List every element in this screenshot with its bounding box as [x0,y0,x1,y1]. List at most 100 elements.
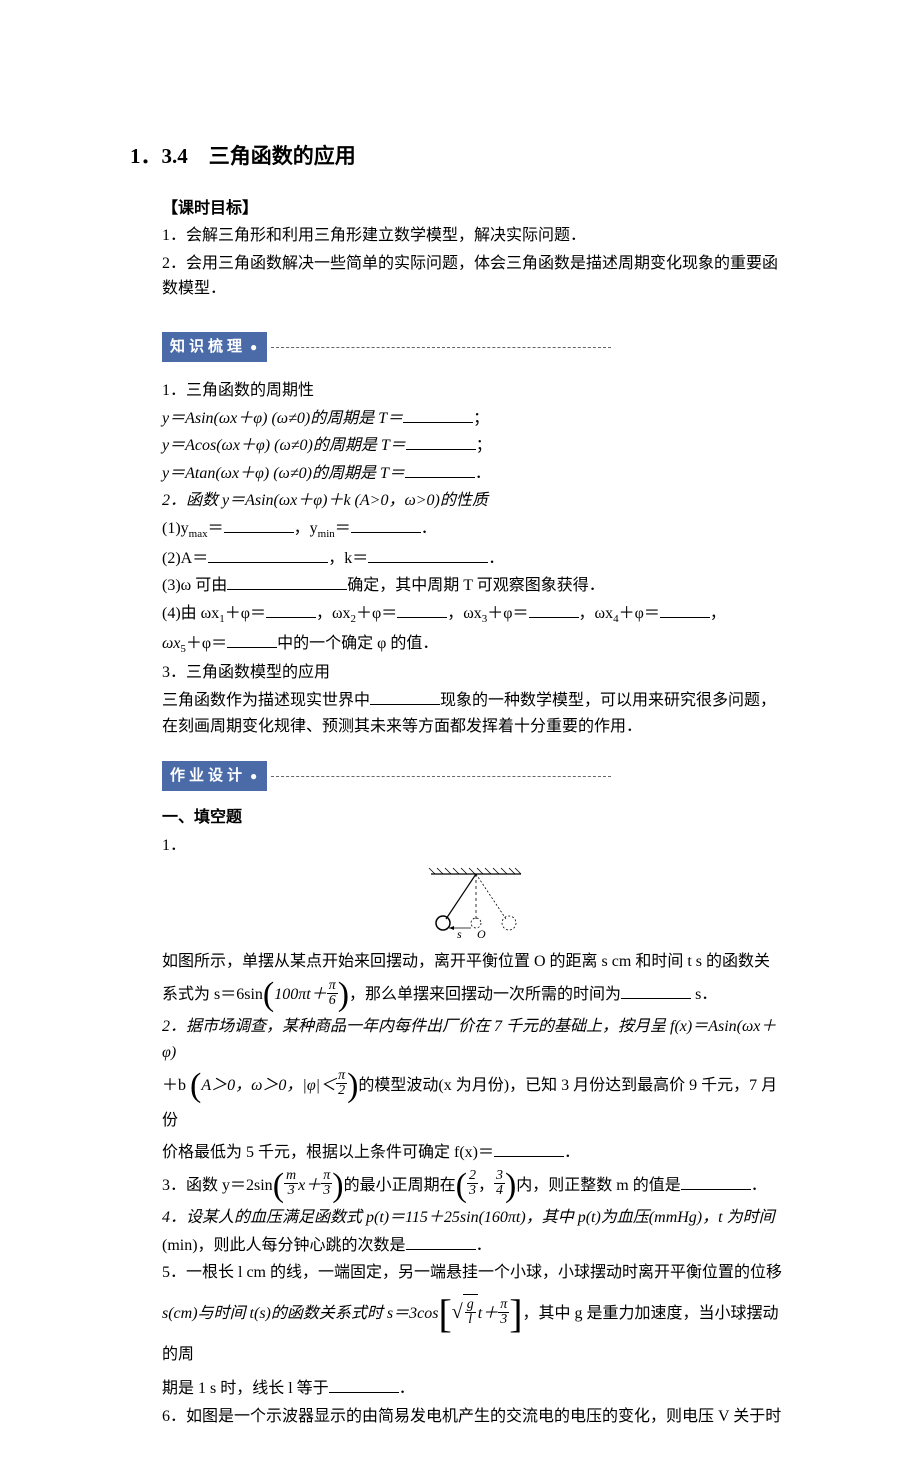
q1-line2: 系式为 s＝6sin(100πt＋π6)，那么单摆来回摆动一次所需的时间为 s． [162,977,790,1012]
blank [266,602,316,618]
blank [621,983,691,999]
frac-pi-2: π2 [336,1069,347,1098]
left-bracket-icon: [ [438,1294,451,1334]
frac-pi-6: π6 [327,979,338,1008]
frac-num: 2 [467,1169,478,1184]
frac-den: 3 [498,1313,509,1327]
frac-num: π [321,1169,332,1184]
blank [403,407,473,423]
k3-line1: 三角函数作为描述现实世界中现象的一种数学模型，可以用来研究很多问题，在刻画周期变… [162,688,790,739]
frac-den: 6 [327,994,338,1008]
page-title: 1．3.4 三角函数的应用 [130,140,790,174]
q3-line1: 3．函数 y＝2sin(m3x＋π3)的最小正周期在(23，34)内，则正整数 … [162,1168,790,1203]
blank [370,689,440,705]
k1-line3: y＝Atan(ωx＋φ) (ω≠0)的周期是 T＝ ． [162,461,790,487]
blank [208,547,328,563]
q5-line1: 5．一根长 l cm 的线，一端固定，另一端悬挂一个小球，小球摆动时离开平衡位置… [162,1260,790,1286]
frac-den: l [465,1313,476,1327]
q4-l2a: (min)，则此人每分钟心跳的次数是 [162,1237,406,1254]
blank [529,602,579,618]
left-paren-icon: ( [273,1169,284,1203]
q3-l1c: 的最小正周期在 [344,1177,456,1194]
k3-title: 3．三角函数模型的应用 [162,660,790,686]
blank [406,434,476,450]
k1-l1a: y＝Asin(ωx＋φ) (ω≠0)的周期是 T＝ [162,410,403,427]
k1-l2a: y＝Acos(ωx＋φ) (ω≠0)的周期是 T＝ [162,437,406,454]
k2-l2c: ． [488,550,504,567]
blank [227,574,347,590]
q5-l3b: ． [399,1380,415,1397]
q4-line1: 4．设某人的血压满足函数式 p(t)＝115＋25sin(160πt)，其中 p… [162,1205,790,1231]
frac-den: 2 [336,1084,347,1098]
q3-l1f: ． [751,1177,767,1194]
sqrt-body: gl [463,1294,478,1333]
sub-max: max [189,528,208,540]
q2-l2a: ＋b [162,1077,190,1094]
k1-l3a: y＝Atan(ωx＋φ) (ω≠0)的周期是 T＝ [162,465,405,482]
q5-l3a: 期是 1 s 时，线长 l 等于 [162,1380,329,1397]
k2-l3a: (3)ω 可由 [162,577,227,594]
blank [681,1174,751,1190]
q2-line1: 2．据市场调查，某种商品一年内每件出厂价在 7 千元的基础上，按月呈 f(x)＝… [162,1014,790,1065]
q5-l2a: s(cm)与时间 t(s)的函数关系式时 s＝3cos [162,1305,438,1322]
k2-l4f: ＋φ＝ [487,605,528,622]
right-paren-icon: ) [505,1169,516,1203]
k2-l2b: ，k＝ [328,550,368,567]
k2-l3b: 确定，其中周期 T 可观察图象获得． [347,577,605,594]
k2-l5c: 中的一个确定 φ 的值． [277,635,438,652]
frac-den: 4 [494,1184,505,1198]
k2-line3: (3)ω 可由 确定，其中周期 T 可观察图象获得． [162,573,790,599]
q2-l1: 2．据市场调查，某种商品一年内每件出厂价在 7 千元的基础上，按月呈 f(x)＝… [162,1018,776,1061]
right-paren-icon: ) [347,1069,358,1103]
q4-line2: (min)，则此人每分钟心跳的次数是 ． [162,1233,790,1259]
q5-line2: s(cm)与时间 t(s)的函数关系式时 s＝3cos[√glt＋π3]，其中 … [162,1288,790,1374]
knowledge-tag: 知识梳理 [162,332,267,362]
frac-den: 3 [467,1184,478,1198]
k2-l2a: (2)A＝ [162,550,208,567]
k2-l5a: ωx [162,635,180,652]
frac-3-4: 34 [494,1169,505,1198]
k2-l4d: ＋φ＝ [356,605,397,622]
frac-2-3: 23 [467,1169,478,1198]
q1-line1: 如图所示，单摆从某点开始来回摆动，离开平衡位置 O 的距离 s cm 和时间 t… [162,949,790,975]
blank [368,547,488,563]
k2-l1e: ． [421,520,437,537]
k2-line5: ωx5＋φ＝中的一个确定 φ 的值． [162,631,790,659]
k2-l4e: ，ωx [447,605,482,622]
k1-l3b: ． [475,465,491,482]
q5-line3: 期是 1 s 时，线长 l 等于 ． [162,1376,790,1402]
frac-num: π [327,979,338,994]
k2-l1c: ，y [294,520,318,537]
k3-l1a: 三角函数作为描述现实世界中 [162,692,370,709]
k2-line4: (4)由 ωx1＋φ＝，ωx2＋φ＝，ωx3＋φ＝，ωx4＋φ＝， [162,601,790,629]
goal-2: 2．会用三角函数解决一些简单的实际问题，体会三角函数是描述周期变化现象的重要函数… [162,251,790,302]
q4-l2b: ． [476,1237,492,1254]
q2-l3a: 价格最低为 5 千元，根据以上条件可确定 f(x)＝ [162,1144,494,1161]
frac-m-3: m3 [284,1169,298,1198]
k2-l4i: ， [710,605,726,622]
frac-pi-3: π3 [321,1169,332,1198]
goal-1: 1．会解三角形和利用三角形建立数学模型，解决实际问题． [162,223,790,249]
left-paren-icon: ( [456,1169,467,1203]
k2-l5b: ＋φ＝ [186,635,227,652]
blank [227,632,277,648]
divider-line [271,776,611,777]
k1-line2: y＝Acos(ωx＋φ) (ω≠0)的周期是 T＝； [162,433,790,459]
svg-text:O: O [477,927,486,941]
sub-min: min [318,528,335,540]
title-number: 1．3.4 [130,144,188,168]
frac-den: 3 [321,1184,332,1198]
k2-line2: (2)A＝ ，k＝ ． [162,546,790,572]
blank [660,602,710,618]
k1-l1b: ； [473,410,489,427]
frac-num: m [284,1169,298,1184]
k1-title: 1．三角函数的周期性 [162,378,790,404]
left-paren-icon: ( [263,978,274,1012]
q1-num: 1． [162,833,790,859]
q3-l1e: 内，则正整数 m 的值是 [516,1177,680,1194]
k2-l1a: (1)y [162,520,189,537]
work-tag: 作业设计 [162,761,267,791]
q1-l2c: ，那么单摆来回摆动一次所需的时间为 [349,986,621,1003]
blank [224,517,294,533]
q1-l2a: 系式为 s＝6sin [162,986,263,1003]
